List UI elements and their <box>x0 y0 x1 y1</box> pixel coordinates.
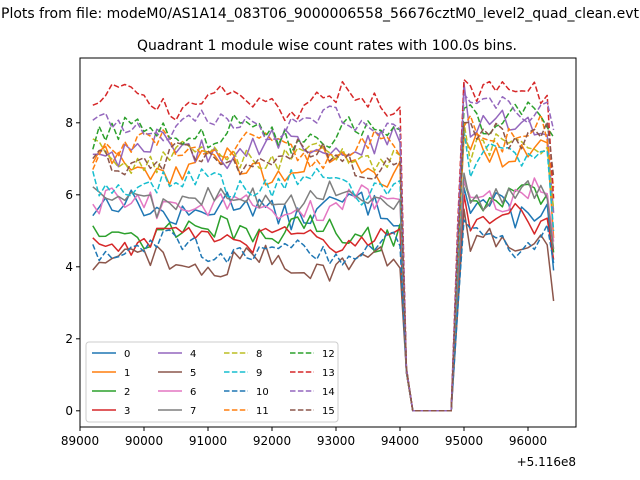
y-tick-label: 0 <box>65 404 73 418</box>
legend-label-11: 11 <box>256 406 269 417</box>
series-line-6 <box>92 177 555 412</box>
figure-suptitle: Plots from file: modeM0/AS1A14_083T06_90… <box>1 6 639 22</box>
y-tick-label: 4 <box>65 260 73 274</box>
series-line-0 <box>92 186 555 412</box>
series-line-9 <box>92 129 555 412</box>
y-tick-label: 6 <box>65 188 73 202</box>
x-tick-label: 89000 <box>61 434 99 448</box>
legend-label-8: 8 <box>256 349 262 360</box>
y-tick-label: 8 <box>65 116 73 130</box>
legend-label-3: 3 <box>124 406 130 417</box>
series-line-13 <box>92 78 555 412</box>
legend-label-15: 15 <box>322 406 335 417</box>
series-line-15 <box>92 121 555 412</box>
x-tick-label: 92000 <box>253 434 291 448</box>
series-line-10 <box>92 219 555 412</box>
series-line-2 <box>92 179 555 412</box>
x-tick-label: 96000 <box>509 434 547 448</box>
legend-label-9: 9 <box>256 368 262 379</box>
chart-title: Quadrant 1 module wise count rates with … <box>137 38 517 54</box>
x-tick-label: 93000 <box>317 434 355 448</box>
legend-label-10: 10 <box>256 387 269 398</box>
legend-label-14: 14 <box>322 387 335 398</box>
series-line-14 <box>92 93 555 412</box>
series-line-5 <box>92 208 555 412</box>
legend-label-0: 0 <box>124 349 130 360</box>
legend-label-5: 5 <box>190 368 196 379</box>
x-tick-label: 91000 <box>189 434 227 448</box>
series-line-4 <box>92 82 555 412</box>
series-line-3 <box>92 194 555 412</box>
legend-frame <box>85 341 339 423</box>
x-offset-label: +5.116e8 <box>517 455 576 469</box>
x-tick-label: 90000 <box>125 434 163 448</box>
plot-lines <box>92 78 555 412</box>
legend-label-4: 4 <box>190 349 196 360</box>
axes-ticks: 89000 90000 91000 92000 93000 94000 95000 96000… <box>61 116 547 448</box>
x-tick-label: 95000 <box>445 434 483 448</box>
legend-label-13: 13 <box>322 368 335 379</box>
series-line-7 <box>92 172 555 412</box>
y-tick-label: 2 <box>65 332 73 346</box>
legend-label-7: 7 <box>190 406 196 417</box>
axes-frame <box>79 57 577 428</box>
legend-label-12: 12 <box>322 349 335 360</box>
x-tick-label: 94000 <box>381 434 419 448</box>
legend-label-2: 2 <box>124 387 130 398</box>
legend-label-1: 1 <box>124 368 130 379</box>
legend-label-6: 6 <box>190 387 196 398</box>
